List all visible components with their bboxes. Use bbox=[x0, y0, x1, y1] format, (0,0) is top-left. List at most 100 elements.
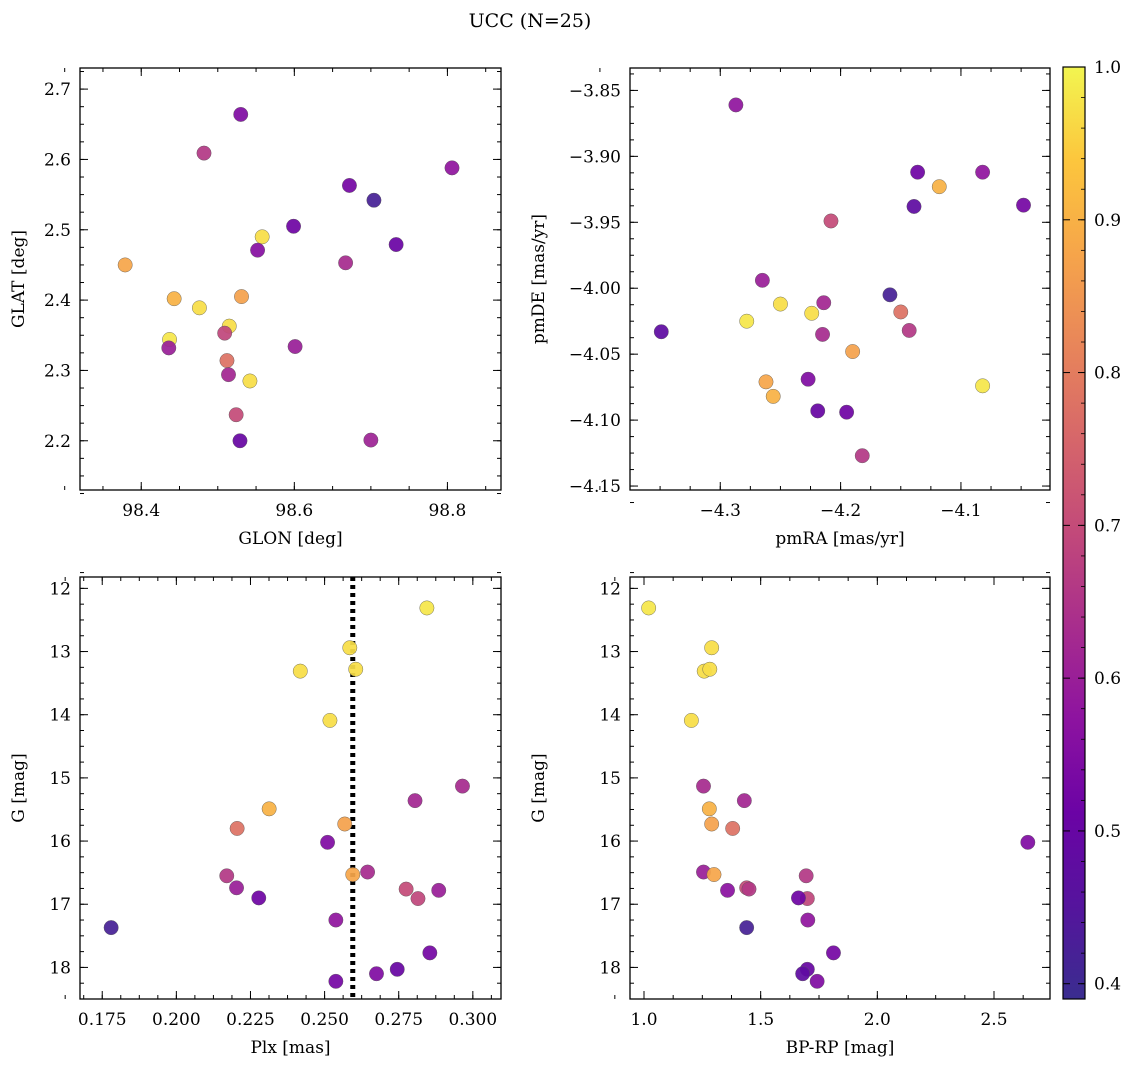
data-point-13 bbox=[345, 867, 361, 882]
data-point-21 bbox=[103, 920, 119, 936]
y-axis-label-plx-g: G [mag] bbox=[9, 753, 29, 822]
x-tick-label: −4.2 bbox=[820, 501, 861, 521]
y-tick-label: 17 bbox=[599, 895, 621, 915]
x-tick-label: 1.5 bbox=[747, 1010, 774, 1030]
panel-bprp-g: 1.0 1.5 2.0 2.5 12 13 14 15 16 17 18 BP-RP [mag] G [… bbox=[529, 572, 1051, 1058]
data-point-10 bbox=[725, 821, 741, 836]
x-tick-label: 2.5 bbox=[980, 1010, 1007, 1030]
data-point-25 bbox=[809, 973, 825, 989]
y-tick-label: 13 bbox=[599, 643, 621, 663]
data-point-4 bbox=[348, 661, 364, 677]
x-tick-label: 0.250 bbox=[300, 1010, 349, 1030]
data-point-20 bbox=[219, 353, 235, 368]
y-tick-label: −4.15 bbox=[569, 477, 621, 497]
y-tick-label: 18 bbox=[599, 958, 621, 978]
x-axis-label-glon-glat: GLON [deg] bbox=[238, 529, 342, 549]
axes-frame bbox=[79, 576, 502, 1000]
data-point-6 bbox=[1016, 197, 1031, 213]
x-tick-label: 0.175 bbox=[78, 1010, 127, 1030]
y-tick-label: −3.85 bbox=[569, 81, 621, 101]
data-point-21 bbox=[975, 378, 991, 394]
panel-pmra-pmde: −4.3 −4.2 −4.1 −3.85 −3.90 −3.95 −4.00 −4.05 −4.… bbox=[529, 67, 1051, 549]
y-tick-label: 2.3 bbox=[44, 361, 71, 381]
data-point-23 bbox=[228, 407, 244, 423]
data-point-9 bbox=[882, 287, 898, 303]
x-tick-label: −4.1 bbox=[940, 501, 981, 521]
data-point-23 bbox=[810, 403, 826, 419]
figure-title: UCC (N=25) bbox=[469, 10, 592, 32]
y-axis-label-glon-glat: GLAT [deg] bbox=[9, 230, 29, 328]
data-point-12 bbox=[893, 304, 909, 320]
data-point-9 bbox=[704, 816, 720, 832]
data-point-1 bbox=[728, 97, 744, 113]
y-axis-label-bprp-g: G [mag] bbox=[529, 753, 549, 822]
x-axis-label-pmra-pmde: pmRA [mas/yr] bbox=[775, 529, 904, 549]
data-point-10 bbox=[816, 295, 832, 311]
data-point-9 bbox=[250, 242, 265, 258]
y-axis-label-pmra-pmde: pmDE [mas/yr] bbox=[529, 214, 549, 344]
colorbar-tick-label: 0.7 bbox=[1094, 516, 1121, 536]
data-point-7 bbox=[823, 213, 839, 229]
colorbar-frame bbox=[1062, 66, 1086, 1000]
data-point-11 bbox=[320, 834, 335, 850]
y-tick-label: 2.4 bbox=[44, 291, 71, 311]
data-point-5 bbox=[683, 713, 699, 728]
data-point-14 bbox=[739, 313, 755, 329]
data-point-22 bbox=[765, 388, 781, 404]
data-point-2 bbox=[704, 640, 720, 656]
data-point-24 bbox=[795, 966, 811, 982]
data-point-20 bbox=[800, 912, 816, 928]
data-point-24 bbox=[839, 404, 855, 420]
axes-frame bbox=[629, 67, 1051, 491]
data-point-5 bbox=[906, 199, 922, 214]
data-point-19 bbox=[791, 890, 806, 906]
data-point-25 bbox=[363, 432, 379, 448]
data-point-5 bbox=[322, 713, 338, 728]
colorbar-tick-label: 1.0 bbox=[1094, 58, 1121, 78]
data-point-12 bbox=[234, 289, 249, 304]
data-point-12 bbox=[360, 864, 375, 880]
data-point-13 bbox=[804, 305, 820, 321]
y-tick-label: 14 bbox=[49, 706, 71, 726]
data-point-17 bbox=[720, 882, 735, 898]
data-point-22 bbox=[242, 373, 258, 389]
data-point-13 bbox=[706, 867, 722, 882]
data-point-18 bbox=[845, 344, 861, 359]
x-axis-label-bprp-g: BP-RP [mag] bbox=[786, 1038, 895, 1058]
y-tick-label: 2.2 bbox=[44, 432, 71, 452]
data-point-14 bbox=[192, 300, 207, 316]
data-point-20 bbox=[758, 374, 774, 390]
y-tick-label: −4.10 bbox=[569, 411, 621, 431]
data-point-4 bbox=[342, 178, 357, 193]
data-point-8 bbox=[261, 801, 277, 817]
data-point-16 bbox=[653, 324, 669, 340]
data-point-10 bbox=[338, 255, 354, 271]
y-tick-label: 2.6 bbox=[44, 150, 71, 170]
data-point-15 bbox=[229, 880, 244, 896]
x-tick-label: −4.3 bbox=[700, 501, 741, 521]
colorbar: 0.4 0.5 0.6 0.7 0.8 0.9 1.0 bbox=[1062, 58, 1121, 1000]
data-point-2 bbox=[196, 145, 212, 161]
colorbar-tick-label: 0.9 bbox=[1094, 211, 1121, 231]
data-point-21 bbox=[739, 920, 755, 936]
data-point-19 bbox=[161, 340, 177, 356]
panel-glon-glat: 98.4 98.6 98.8 2.2 2.3 2.4 2.5 2.6 2.7 GLON [deg]… bbox=[9, 67, 502, 549]
x-axis-label-plx-g: Plx [mas] bbox=[250, 1038, 330, 1058]
data-point-7 bbox=[736, 793, 752, 809]
y-tick-label: 2.5 bbox=[44, 221, 71, 241]
data-point-2 bbox=[342, 640, 358, 656]
y-tick-label: 14 bbox=[599, 706, 621, 726]
data-point-18 bbox=[410, 891, 426, 906]
data-point-18 bbox=[287, 339, 303, 354]
data-point-20 bbox=[328, 912, 344, 928]
y-tick-label: 12 bbox=[599, 579, 621, 599]
data-point-16 bbox=[741, 881, 757, 897]
data-point-6 bbox=[286, 218, 301, 234]
y-tick-label: 17 bbox=[49, 895, 71, 915]
panel-plx-g: 0.175 0.200 0.225 0.250 0.275 0.300 12 13 14 15 16… bbox=[9, 572, 502, 1058]
data-point-3 bbox=[444, 160, 460, 176]
data-point-7 bbox=[407, 793, 423, 809]
axes-frame bbox=[629, 576, 1051, 1000]
data-point-11 bbox=[117, 257, 133, 273]
